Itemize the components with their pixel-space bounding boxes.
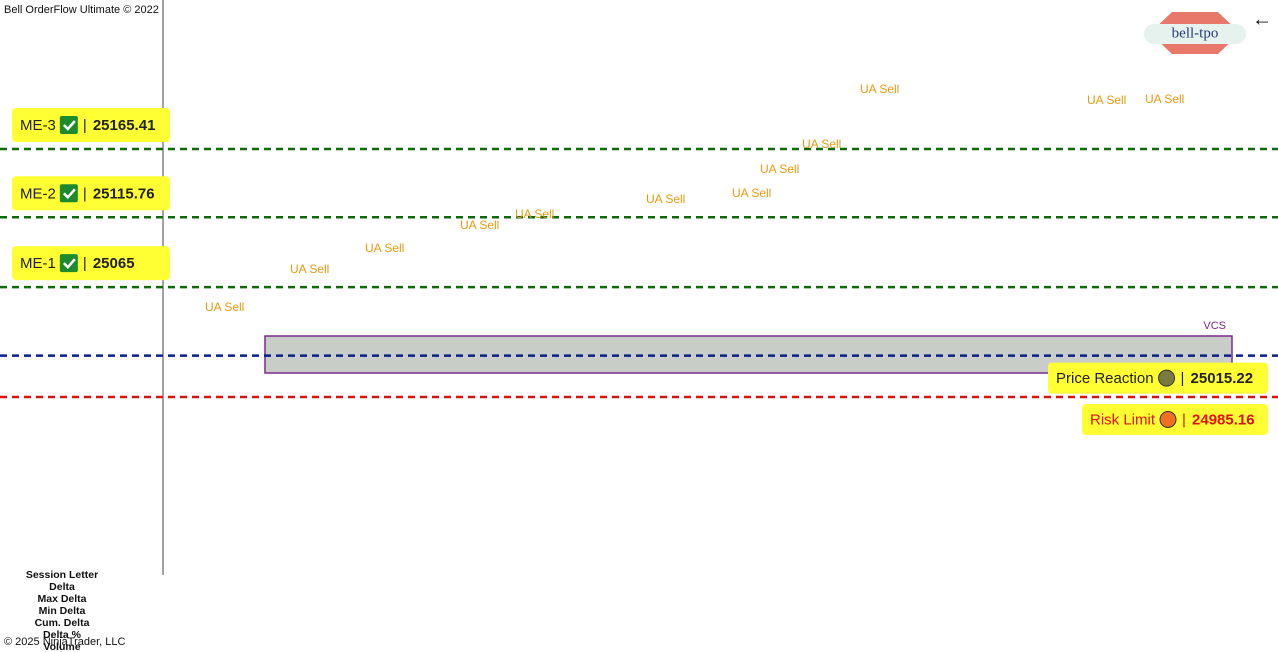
level-separator: | xyxy=(1181,370,1185,387)
level-separator: | xyxy=(1182,411,1186,428)
ua-sell-label: UA Sell xyxy=(460,218,499,232)
row-label: Cum. Delta xyxy=(35,617,90,629)
check-icon xyxy=(59,116,78,134)
level-separator: | xyxy=(83,255,87,272)
check-icon xyxy=(59,254,78,273)
row-label: Session Letter xyxy=(26,569,98,581)
level-name: Risk Limit xyxy=(1090,411,1156,428)
levels: ME-3 | 25165.41 ME-2 | 25115.76 ME-1 | 25065 Pric… xyxy=(0,108,1278,435)
status-icon xyxy=(1158,369,1176,387)
check-mark xyxy=(62,120,76,131)
ua-sell-label: UA Sell xyxy=(290,262,329,276)
row-label: Delta % xyxy=(43,629,82,641)
level-value: 25115.76 xyxy=(93,185,155,202)
level-name: Price Reaction xyxy=(1056,370,1154,387)
ua-sell-label: UA Sell xyxy=(365,241,404,255)
row-label: Min Delta xyxy=(39,605,86,617)
ua-sell-label: UA Sell xyxy=(732,186,771,200)
ua-sell-label: UA Sell xyxy=(802,137,841,151)
vcs-label: VCS xyxy=(1203,320,1226,332)
back-arrow[interactable]: ← xyxy=(1252,8,1272,30)
check-mark xyxy=(62,188,76,200)
level-separator: | xyxy=(83,185,87,202)
level-name: ME-2 xyxy=(20,185,56,202)
level-box xyxy=(12,176,170,211)
level-box xyxy=(12,246,170,281)
status-icon xyxy=(1159,411,1177,428)
level-name: ME-1 xyxy=(20,255,56,272)
ua-sell-label: UA Sell xyxy=(1145,92,1184,106)
level-separator: | xyxy=(83,117,87,134)
ua-sell-label: UA Sell xyxy=(760,162,799,176)
level-value: 24985.16 xyxy=(1192,411,1255,428)
level-box xyxy=(12,108,170,142)
logo-pill xyxy=(1144,24,1246,44)
level-box xyxy=(1048,362,1268,394)
level-value: 25165.41 xyxy=(93,117,156,134)
ua-sell-label: UA Sell xyxy=(515,207,554,221)
ua-sell-label: UA Sell xyxy=(205,300,244,314)
platform-title: Bell OrderFlow Ultimate © 2022 xyxy=(4,4,159,16)
ua-sell-label: UA Sell xyxy=(1087,93,1126,107)
level-value: 25015.22 xyxy=(1191,370,1254,387)
ua-sell-label: UA Sell xyxy=(646,192,685,206)
level-name: ME-3 xyxy=(20,117,56,134)
footer: © 2025 NinjaTrader, LLC xyxy=(4,636,125,648)
ua-sell-label: UA Sell xyxy=(860,82,899,96)
check-icon xyxy=(59,184,78,203)
level-value: 25065 xyxy=(93,255,135,272)
row-label: Delta xyxy=(49,581,75,593)
row-label: Max Delta xyxy=(37,593,86,605)
logo[interactable]: bell-tpo xyxy=(1144,12,1246,54)
row-label: Volume xyxy=(43,641,80,652)
check-mark xyxy=(62,258,76,269)
logo-text: bell-tpo xyxy=(1172,25,1219,41)
